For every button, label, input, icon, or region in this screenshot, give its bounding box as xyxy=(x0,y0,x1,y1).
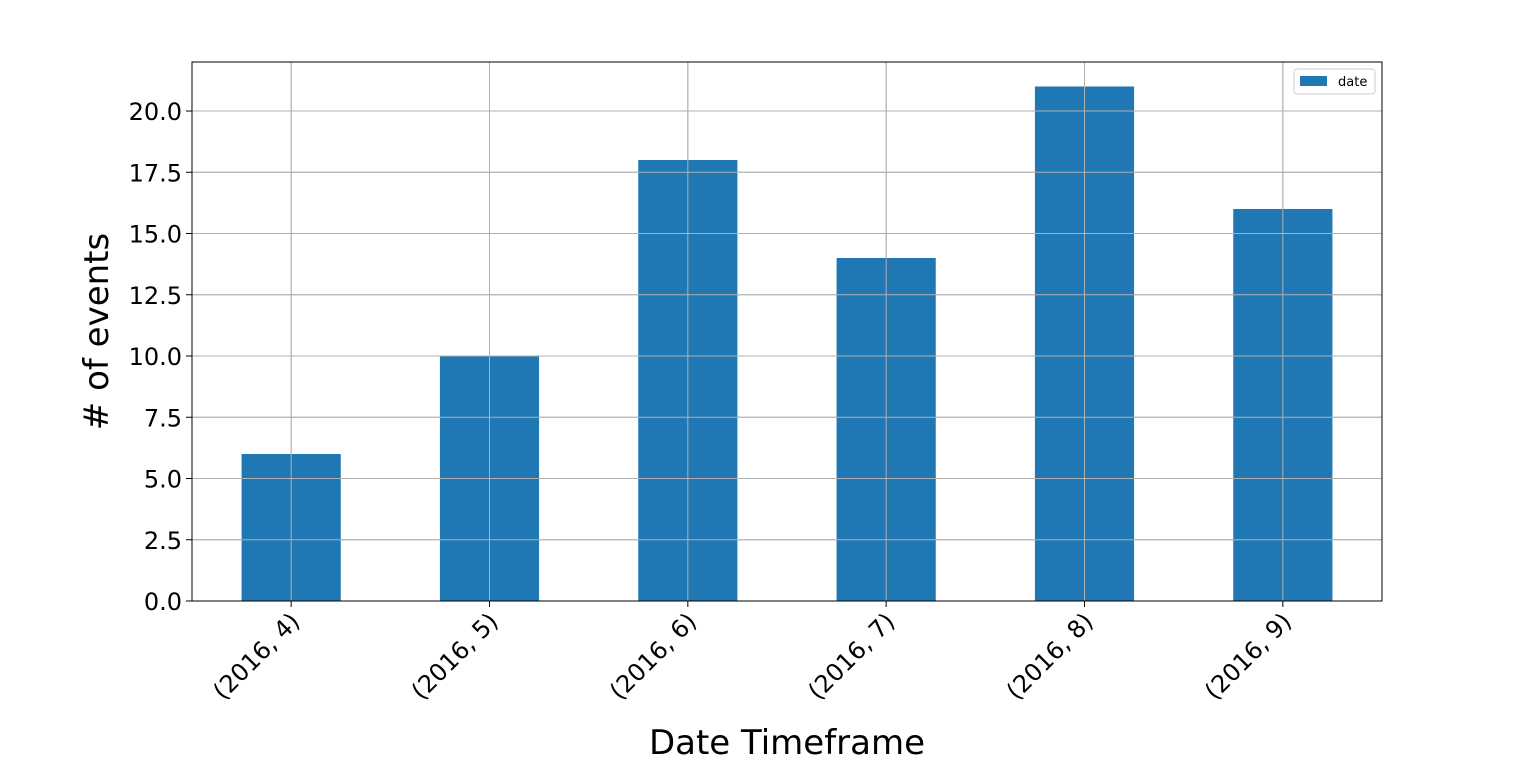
y-tick-label: 20.0 xyxy=(129,98,182,126)
legend-label-date: date xyxy=(1338,75,1367,90)
y-ticks: 0.0 2.5 5.0 7.5 10.0 12.5 15.0 17.5 20.0 xyxy=(129,98,192,616)
x-tick-label: (2016, 6) xyxy=(604,607,702,705)
x-tick-label: (2016, 8) xyxy=(1001,607,1099,705)
x-ticks: (2016, 4) (2016, 5) (2016, 6) (2016, 7) (201… xyxy=(208,601,1297,705)
x-tick-label: (2016, 7) xyxy=(803,607,901,705)
x-tick-label: (2016, 9) xyxy=(1199,607,1297,705)
x-tick-label: (2016, 5) xyxy=(406,607,504,705)
x-tick-label: (2016, 4) xyxy=(208,607,306,705)
y-tick-label: 10.0 xyxy=(129,343,182,371)
y-tick-label: 7.5 xyxy=(144,404,182,432)
y-tick-label: 5.0 xyxy=(144,466,182,494)
y-tick-label: 17.5 xyxy=(129,159,182,187)
legend-swatch xyxy=(1300,76,1327,86)
x-axis-label: Date Timeframe xyxy=(649,723,925,763)
y-tick-label: 15.0 xyxy=(129,221,182,249)
legend: date xyxy=(1293,68,1376,95)
plot-frame xyxy=(191,61,1383,602)
y-tick-label: 12.5 xyxy=(129,282,182,310)
y-tick-label: 2.5 xyxy=(144,527,182,555)
grid-lines-overlay xyxy=(192,62,1382,602)
legend-box xyxy=(1293,68,1376,95)
y-tick-label: 0.0 xyxy=(144,588,182,616)
grid-lines xyxy=(192,62,1382,602)
y-axis-label: # of events xyxy=(77,233,117,430)
bars xyxy=(241,86,1333,601)
